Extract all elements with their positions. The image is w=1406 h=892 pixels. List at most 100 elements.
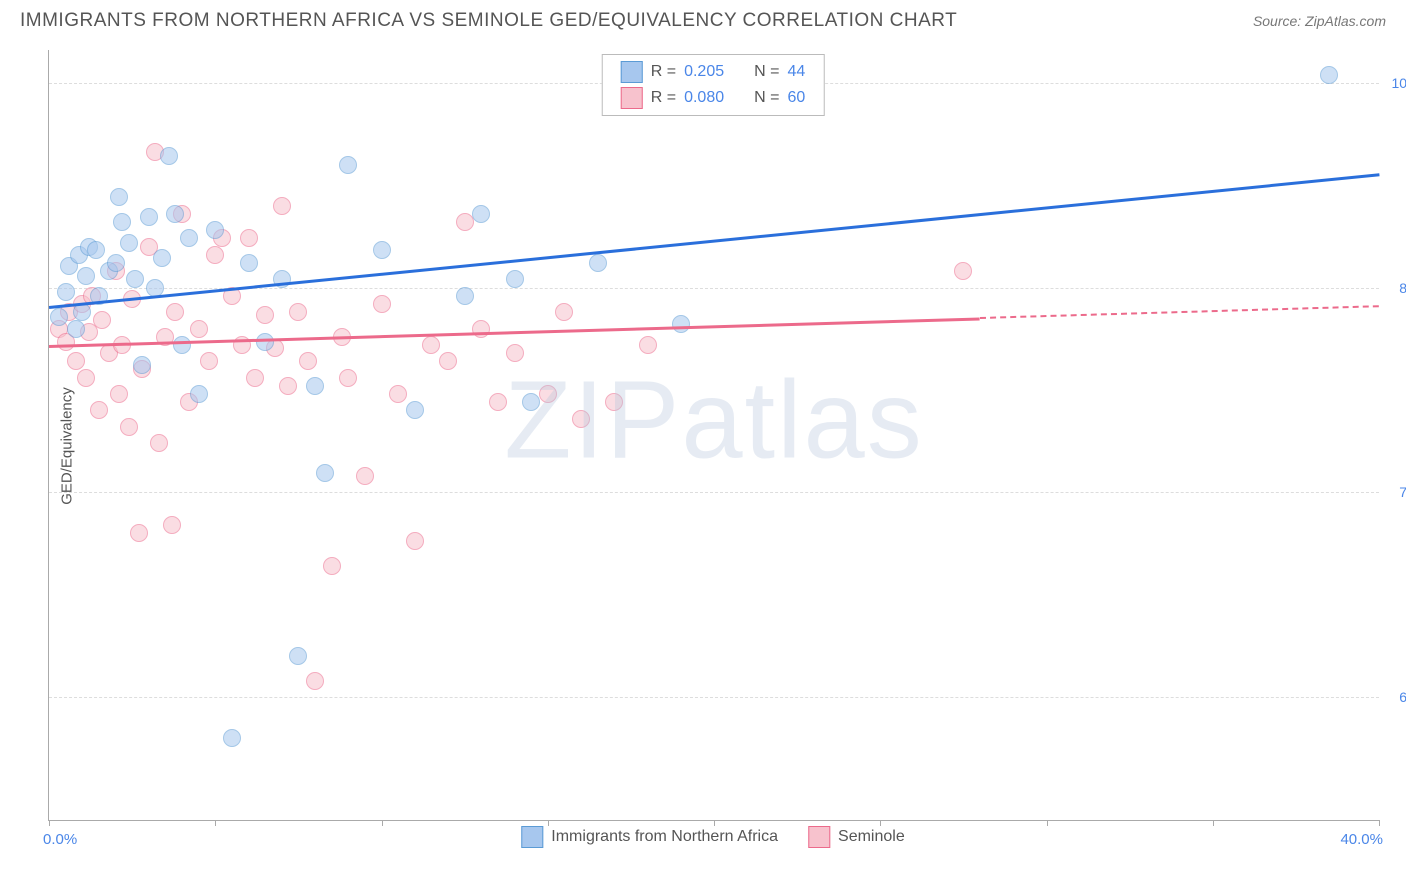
data-point <box>166 205 184 223</box>
data-point <box>1320 66 1338 84</box>
data-point <box>489 393 507 411</box>
watermark-zip: ZIP <box>504 358 681 481</box>
watermark-atlas: atlas <box>681 358 923 481</box>
data-point <box>289 647 307 665</box>
data-point <box>439 352 457 370</box>
data-point <box>373 241 391 259</box>
x-tick <box>49 820 50 826</box>
data-point <box>256 333 274 351</box>
r-label: R = <box>651 63 676 81</box>
plot-region: ZIPatlas 62.5%75.0%87.5%100.0% <box>48 50 1379 821</box>
chart-header: IMMIGRANTS FROM NORTHERN AFRICA VS SEMIN… <box>0 0 1406 32</box>
source-label: Source: ZipAtlas.com <box>1253 13 1386 29</box>
legend-row: R = 0.205 N = 44 <box>621 59 806 85</box>
watermark: ZIPatlas <box>504 356 923 483</box>
data-point <box>605 393 623 411</box>
data-point <box>555 303 573 321</box>
data-point <box>539 385 557 403</box>
data-point <box>163 516 181 534</box>
legend-item: Seminole <box>808 826 905 848</box>
data-point <box>180 229 198 247</box>
data-point <box>240 254 258 272</box>
data-point <box>77 267 95 285</box>
data-point <box>130 524 148 542</box>
data-point <box>389 385 407 403</box>
legend-correlation: R = 0.205 N = 44R = 0.080 N = 60 <box>602 54 825 116</box>
data-point <box>472 205 490 223</box>
data-point <box>120 234 138 252</box>
data-point <box>110 385 128 403</box>
chart-area: ZIPatlas 62.5%75.0%87.5%100.0% 0.0% 40.0… <box>48 50 1378 820</box>
data-point <box>256 306 274 324</box>
trend-line <box>980 306 1379 320</box>
data-point <box>93 311 111 329</box>
data-point <box>506 344 524 362</box>
data-point <box>306 672 324 690</box>
data-point <box>190 320 208 338</box>
n-label: N = <box>754 89 779 107</box>
data-point <box>173 336 191 354</box>
data-point <box>150 434 168 452</box>
n-value: 44 <box>787 63 805 81</box>
data-point <box>406 532 424 550</box>
data-point <box>113 213 131 231</box>
data-point <box>639 336 657 354</box>
data-point <box>589 254 607 272</box>
data-point <box>422 336 440 354</box>
data-point <box>166 303 184 321</box>
data-point <box>316 464 334 482</box>
trend-line <box>49 317 980 347</box>
data-point <box>223 729 241 747</box>
legend-label: Seminole <box>838 828 905 846</box>
data-point <box>522 393 540 411</box>
data-point <box>126 270 144 288</box>
data-point <box>50 308 68 326</box>
data-point <box>140 208 158 226</box>
data-point <box>67 352 85 370</box>
data-point <box>406 401 424 419</box>
n-value: 60 <box>787 89 805 107</box>
x-tick <box>382 820 383 826</box>
x-axis-max-label: 40.0% <box>1340 831 1383 848</box>
data-point <box>110 188 128 206</box>
data-point <box>90 401 108 419</box>
data-point <box>506 270 524 288</box>
data-point <box>339 369 357 387</box>
data-point <box>339 156 357 174</box>
legend-swatch <box>521 826 543 848</box>
r-value: 0.080 <box>684 89 724 107</box>
chart-title: IMMIGRANTS FROM NORTHERN AFRICA VS SEMIN… <box>20 10 957 32</box>
gridline <box>49 697 1379 698</box>
legend-label: Immigrants from Northern Africa <box>551 828 778 846</box>
data-point <box>289 303 307 321</box>
data-point <box>200 352 218 370</box>
data-point <box>954 262 972 280</box>
y-tick-label: 87.5% <box>1399 280 1406 296</box>
data-point <box>153 249 171 267</box>
gridline <box>49 492 1379 493</box>
y-tick-label: 100.0% <box>1392 75 1406 91</box>
data-point <box>456 287 474 305</box>
data-point <box>306 377 324 395</box>
data-point <box>67 320 85 338</box>
r-value: 0.205 <box>684 63 724 81</box>
data-point <box>572 410 590 428</box>
data-point <box>299 352 317 370</box>
y-tick-label: 62.5% <box>1399 689 1406 705</box>
x-tick <box>1047 820 1048 826</box>
data-point <box>206 221 224 239</box>
data-point <box>240 229 258 247</box>
data-point <box>133 356 151 374</box>
data-point <box>190 385 208 403</box>
data-point <box>672 315 690 333</box>
n-label: N = <box>754 63 779 81</box>
data-point <box>107 254 125 272</box>
x-tick <box>1379 820 1380 826</box>
x-tick <box>1213 820 1214 826</box>
legend-swatch <box>621 61 643 83</box>
legend-item: Immigrants from Northern Africa <box>521 826 778 848</box>
legend-row: R = 0.080N = 60 <box>621 85 806 111</box>
data-point <box>356 467 374 485</box>
data-point <box>323 557 341 575</box>
data-point <box>160 147 178 165</box>
